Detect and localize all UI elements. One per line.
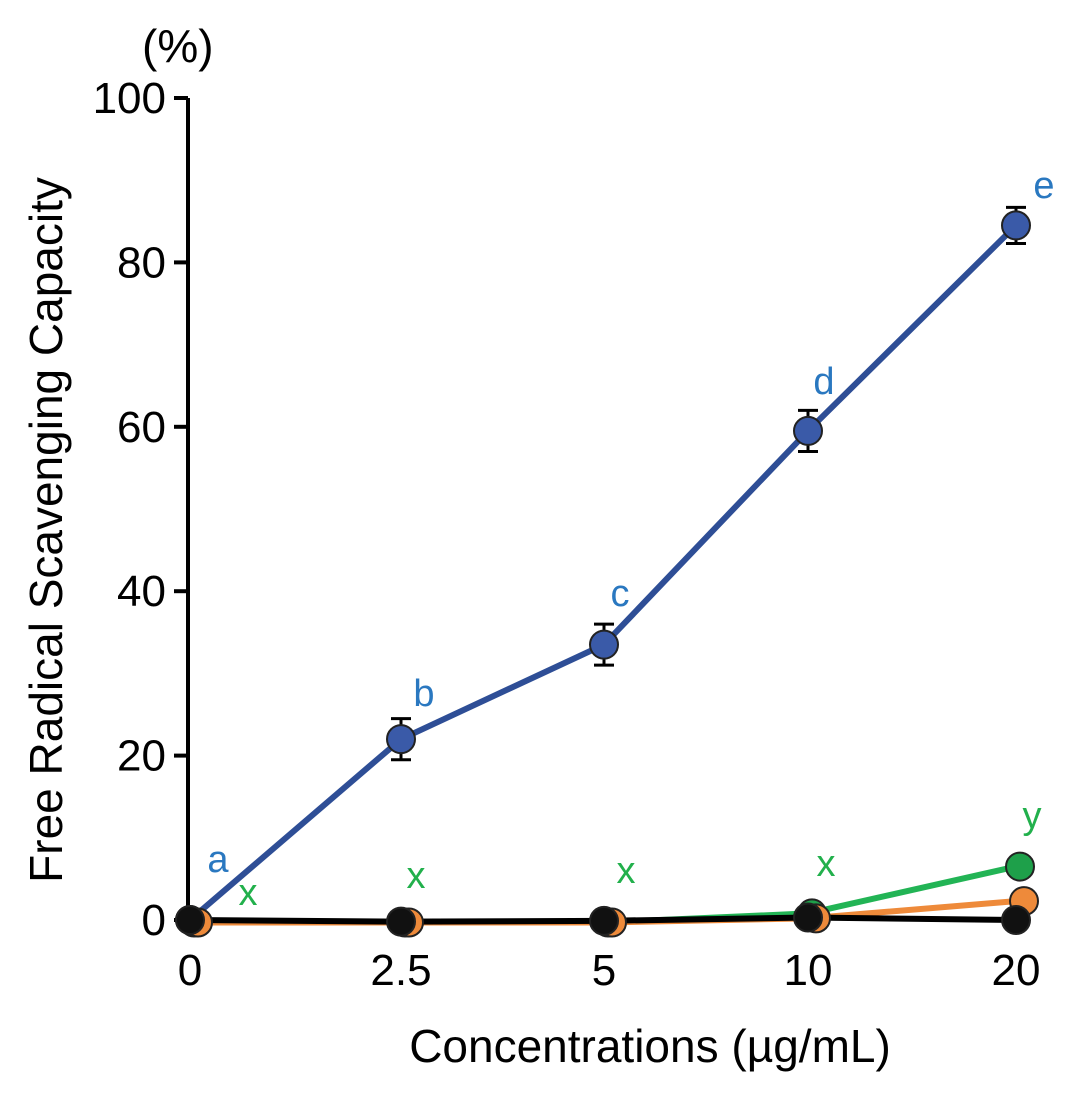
significance-letter: e xyxy=(1033,165,1054,207)
x-tick-label: 5 xyxy=(592,946,616,995)
y-unit-label: (%) xyxy=(142,20,214,72)
y-tick-label: 40 xyxy=(117,567,166,616)
x-tick-label: 2.5 xyxy=(370,946,431,995)
data-point xyxy=(1001,905,1031,935)
data-point xyxy=(793,902,823,933)
significance-letter: x xyxy=(817,843,836,885)
x-ticks: 0 2.5 5 10 20 xyxy=(178,946,1041,995)
significance-letter: c xyxy=(611,573,630,615)
y-tick-label: 80 xyxy=(117,238,166,287)
data-point xyxy=(1005,851,1035,882)
series-layer: a b c d e x x x x y xyxy=(175,165,1055,938)
data-point xyxy=(589,905,619,936)
series-blue-letters: a b c d e xyxy=(207,165,1054,881)
data-point xyxy=(589,629,619,660)
data-point xyxy=(1001,210,1031,241)
series-blue-line xyxy=(188,223,1019,923)
y-tick-label: 100 xyxy=(93,74,166,123)
y-tick-label: 60 xyxy=(117,403,166,452)
x-axis-title: Concentrations (µg/mL) xyxy=(409,1020,891,1072)
significance-letter: a xyxy=(207,839,229,881)
significance-letter: x xyxy=(617,850,636,892)
series-green-letters: x x x x y xyxy=(239,795,1042,914)
x-tick-label: 20 xyxy=(992,946,1041,995)
significance-letter: x xyxy=(239,872,258,914)
x-tick-label: 10 xyxy=(784,946,833,995)
y-tick-label: 20 xyxy=(117,732,166,781)
data-point xyxy=(793,415,823,446)
series-blue-line-group xyxy=(188,223,1019,923)
significance-letter: x xyxy=(407,855,426,897)
x-tick-label: 0 xyxy=(178,946,202,995)
significance-letter: y xyxy=(1023,795,1042,837)
y-axis-title: Free Radical Scavenging Capacity xyxy=(20,177,72,883)
y-tick-label: 0 xyxy=(142,896,166,945)
y-ticks: 0 20 40 60 80 100 xyxy=(93,74,188,945)
significance-letter: b xyxy=(413,673,434,715)
data-point xyxy=(386,724,416,755)
significance-letter: d xyxy=(813,361,834,403)
data-point xyxy=(386,906,416,937)
series-black-points xyxy=(175,902,1031,937)
data-point xyxy=(175,905,205,935)
